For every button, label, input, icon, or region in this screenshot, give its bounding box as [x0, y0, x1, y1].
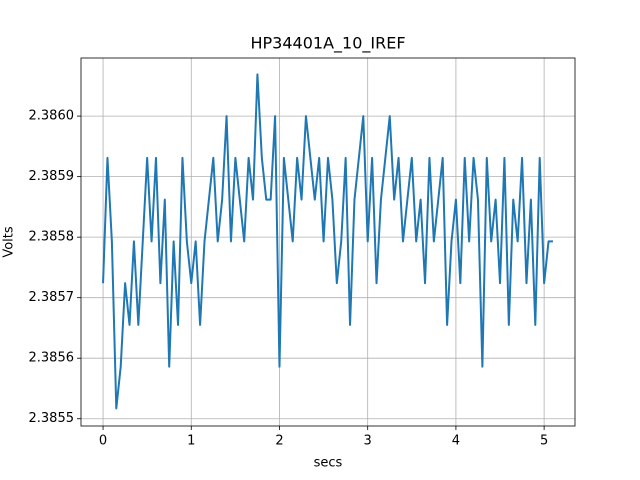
x-tick-label: 5	[540, 434, 548, 449]
y-tick-label: 2.3858	[29, 230, 75, 245]
y-tick-label: 2.3856	[29, 351, 75, 366]
y-tick-label: 2.3855	[29, 411, 75, 426]
x-tick-label: 3	[364, 434, 372, 449]
x-tick-label: 4	[452, 434, 460, 449]
x-axis-label: secs	[314, 456, 343, 471]
x-tick-label: 1	[187, 434, 195, 449]
y-tick-label: 2.3860	[29, 109, 75, 124]
chart-title: HP34401A_10_IREF	[250, 34, 405, 54]
plot-frame	[80, 57, 576, 427]
x-tick-label: 2	[275, 434, 283, 449]
data-line	[102, 73, 553, 410]
y-tick-label: 2.3859	[29, 169, 75, 184]
x-tick-label: 0	[99, 434, 107, 449]
y-axis-label: Volts	[2, 226, 17, 258]
y-tick-label: 2.3857	[29, 290, 75, 305]
